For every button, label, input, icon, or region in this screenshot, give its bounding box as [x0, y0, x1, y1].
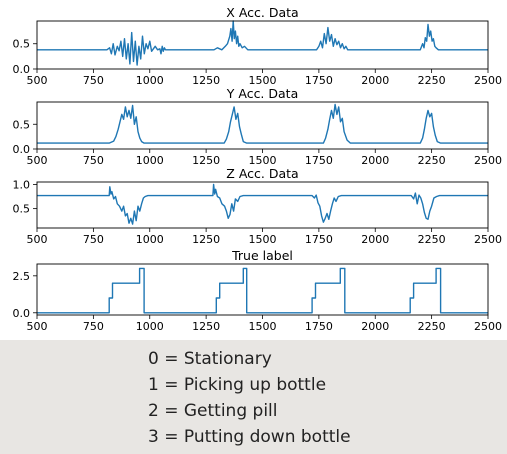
- label-legend: 0 = Stationary 1 = Picking up bottle 2 =…: [148, 346, 488, 450]
- subplot-3: 500 750 1000 1250 1500 1750 2000 2250 2500 0.5 1.0…: [13, 166, 503, 246]
- y-tick-label: 0.0: [13, 307, 31, 320]
- series-line: [37, 267, 488, 314]
- subplot-title: True label: [231, 248, 293, 263]
- x-tick-label: 2250: [418, 233, 446, 246]
- y-tick-label: 0.0: [13, 143, 31, 156]
- x-tick-label: 1500: [249, 74, 277, 87]
- x-tick-label: 1250: [192, 154, 220, 167]
- x-tick-label: 1750: [305, 233, 333, 246]
- y-tick-label: 0.5: [13, 38, 31, 51]
- x-tick-label: 1250: [192, 74, 220, 87]
- x-tick-label: 1500: [249, 320, 277, 333]
- x-tick-label: 2250: [418, 154, 446, 167]
- x-tick-label: 1250: [192, 320, 220, 333]
- axes-frame: [36, 181, 489, 229]
- legend-line: 3 = Putting down bottle: [148, 427, 351, 447]
- x-tick-label: 500: [27, 154, 48, 167]
- x-tick-label: 1250: [192, 233, 220, 246]
- subplot-title: Z Acc. Data: [226, 166, 298, 181]
- subplot-title: X Acc. Data: [226, 5, 298, 20]
- y-tick-label: 0.5: [13, 118, 31, 131]
- subplot-2: 500 750 1000 1250 1500 1750 2000 2250 2500 0.0 0.5…: [13, 86, 503, 167]
- x-tick-label: 1500: [249, 154, 277, 167]
- x-tick-label: 2250: [418, 320, 446, 333]
- y-tick-label: 0.0: [13, 63, 31, 76]
- x-tick-label: 2250: [418, 74, 446, 87]
- x-tick-label: 1750: [305, 320, 333, 333]
- legend-line: 1 = Picking up bottle: [148, 375, 327, 395]
- y-tick-label: 1.0: [13, 178, 31, 191]
- x-tick-label: 1000: [136, 233, 164, 246]
- y-tick-label: 0.5: [13, 203, 31, 216]
- y-tick-label: 2.5: [13, 270, 31, 283]
- x-tick-label: 500: [27, 74, 48, 87]
- x-tick-label: 750: [83, 154, 104, 167]
- x-tick-label: 2000: [361, 74, 389, 87]
- x-tick-label: 1750: [305, 154, 333, 167]
- axes-frame: [36, 263, 489, 316]
- series-line: [37, 103, 488, 144]
- x-tick-label: 750: [83, 233, 104, 246]
- x-tick-label: 1750: [305, 74, 333, 87]
- series-line: [37, 20, 488, 66]
- series-line: [37, 183, 488, 225]
- legend-line: 2 = Getting pill: [148, 401, 278, 421]
- subplot-4: 500 750 1000 1250 1500 1750 2000 2250 2500 0.0 2.5…: [13, 248, 503, 333]
- x-tick-label: 1000: [136, 154, 164, 167]
- x-tick-label: 2500: [474, 154, 502, 167]
- x-tick-label: 2000: [361, 154, 389, 167]
- x-tick-label: 500: [27, 233, 48, 246]
- x-tick-label: 1000: [136, 320, 164, 333]
- x-tick-label: 1000: [136, 74, 164, 87]
- subplot-title: Y Acc. Data: [226, 86, 298, 101]
- x-tick-label: 1500: [249, 233, 277, 246]
- x-tick-label: 2000: [361, 320, 389, 333]
- x-tick-label: 2500: [474, 74, 502, 87]
- x-tick-label: 750: [83, 74, 104, 87]
- x-tick-label: 750: [83, 320, 104, 333]
- subplot-1: 500 750 1000 1250 1500 1750 2000 2250 2500 0.0 0.5…: [13, 5, 503, 87]
- axes-frame: [36, 20, 489, 70]
- x-tick-label: 2500: [474, 320, 502, 333]
- legend-line: 0 = Stationary: [148, 349, 272, 369]
- chart-figure: 500 750 1000 1250 1500 1750 2000 2250 2500 0.0 0.5…: [0, 0, 507, 340]
- x-tick-label: 2000: [361, 233, 389, 246]
- x-tick-label: 500: [27, 320, 48, 333]
- x-tick-label: 2500: [474, 233, 502, 246]
